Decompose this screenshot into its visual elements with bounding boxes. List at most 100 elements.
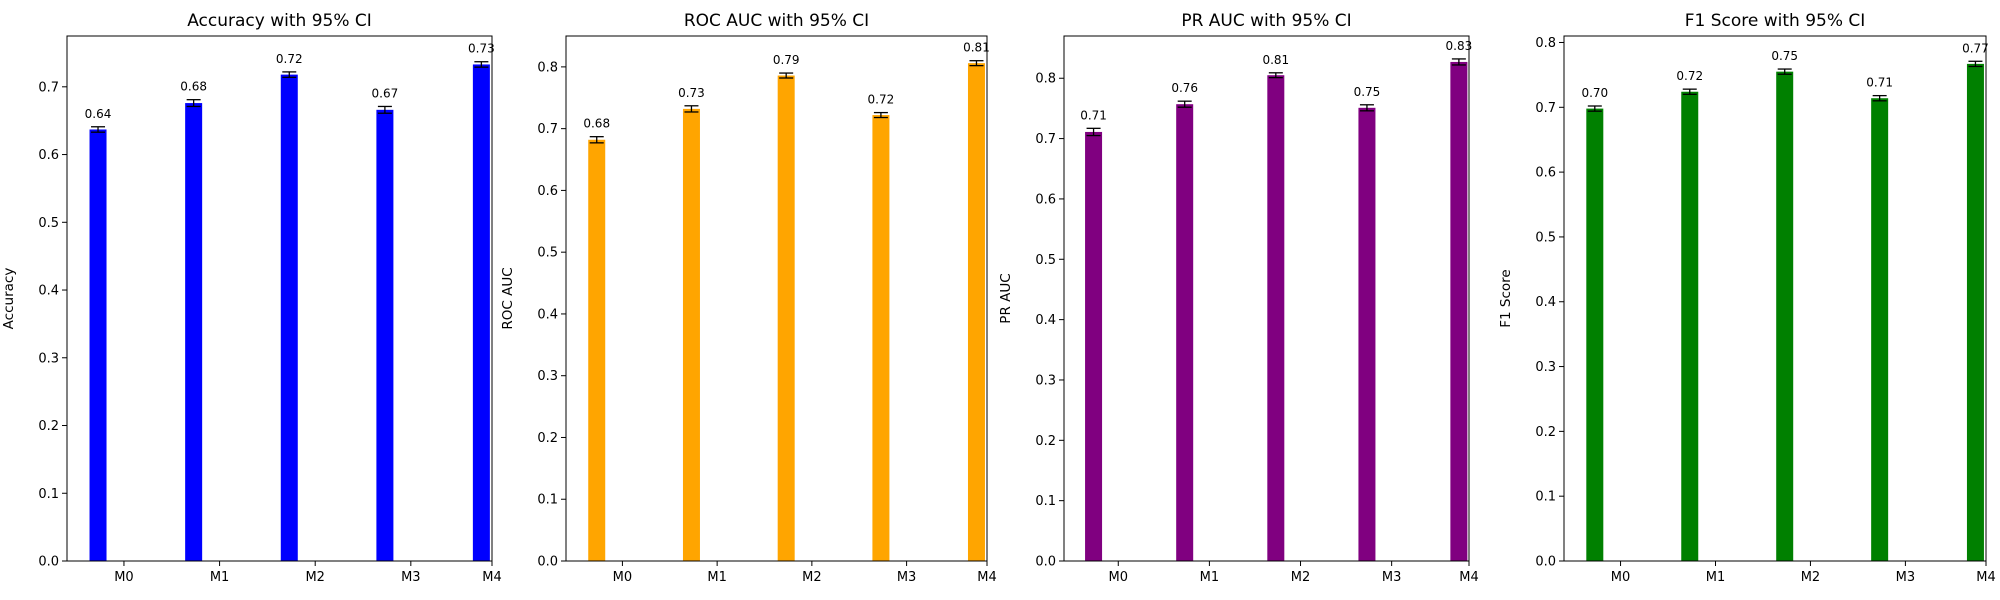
y-tick-label: 0.6 bbox=[1535, 166, 1556, 181]
y-tick-label: 0.4 bbox=[1035, 313, 1056, 328]
y-tick-label: 0.6 bbox=[38, 148, 59, 163]
x-tick-label: M1 bbox=[1706, 570, 1726, 585]
axes-frame bbox=[565, 35, 988, 562]
data-label: 0.71 bbox=[1866, 76, 1893, 90]
bar bbox=[1358, 107, 1376, 561]
bar bbox=[185, 103, 203, 561]
data-label: 0.81 bbox=[963, 41, 990, 55]
x-tick-label: M3 bbox=[401, 570, 421, 585]
y-tick-label: 0.0 bbox=[1035, 555, 1056, 570]
y-tick-label: 0.2 bbox=[1035, 434, 1056, 449]
data-label: 0.75 bbox=[1771, 49, 1798, 63]
y-tick-label: 0.5 bbox=[537, 246, 558, 261]
axes-frame bbox=[1563, 35, 1987, 562]
data-label: 0.70 bbox=[1581, 86, 1608, 100]
y-tick-label: 0.7 bbox=[537, 122, 558, 137]
y-tick-label: 0.2 bbox=[1535, 425, 1556, 440]
x-tick-label: M2 bbox=[802, 570, 822, 585]
x-tick-label: M1 bbox=[210, 570, 230, 585]
x-tick-label: M1 bbox=[707, 570, 727, 585]
bar bbox=[1776, 71, 1794, 562]
y-tick-label: 0.1 bbox=[38, 487, 59, 502]
bar bbox=[1681, 91, 1699, 562]
y-axis-label: ROC AUC bbox=[500, 267, 516, 329]
data-label: 0.72 bbox=[1676, 69, 1703, 83]
y-tick-label: 0.5 bbox=[38, 216, 59, 231]
x-tick-label: M0 bbox=[1109, 570, 1129, 585]
chart-title: F1 Score with 95% CI bbox=[1685, 11, 1866, 31]
y-tick-label: 0.7 bbox=[1035, 132, 1056, 147]
bar bbox=[1871, 98, 1889, 561]
bar bbox=[1267, 75, 1285, 562]
y-tick-label: 0.2 bbox=[537, 431, 558, 446]
y-tick-label: 0.1 bbox=[537, 493, 558, 508]
y-tick-label: 0.1 bbox=[1535, 490, 1556, 505]
bar bbox=[472, 64, 490, 562]
y-tick-label: 0.6 bbox=[1035, 192, 1056, 207]
y-tick-label: 0.0 bbox=[38, 555, 59, 570]
y-tick-label: 0.5 bbox=[1535, 230, 1556, 245]
y-tick-label: 0.7 bbox=[1535, 101, 1556, 116]
y-axis-label: PR AUC bbox=[998, 273, 1014, 323]
data-label: 0.73 bbox=[678, 86, 705, 100]
bar bbox=[588, 139, 606, 561]
data-label: 0.68 bbox=[180, 80, 207, 94]
x-tick-label: M2 bbox=[305, 570, 325, 585]
x-tick-label: M0 bbox=[613, 570, 633, 585]
y-tick-label: 0.0 bbox=[537, 555, 558, 570]
bar bbox=[682, 108, 700, 561]
data-label: 0.75 bbox=[1354, 85, 1381, 99]
data-label: 0.68 bbox=[583, 117, 610, 131]
y-tick-label: 0.7 bbox=[38, 80, 59, 95]
y-tick-label: 0.3 bbox=[38, 351, 59, 366]
axes-frame bbox=[1063, 35, 1470, 562]
x-tick-label: M1 bbox=[1200, 570, 1220, 585]
x-tick-label: M4 bbox=[482, 570, 502, 585]
bar bbox=[376, 109, 394, 561]
y-tick-label: 0.4 bbox=[537, 307, 558, 322]
y-tick-label: 0.2 bbox=[38, 419, 59, 434]
chart-title: Accuracy with 95% CI bbox=[187, 11, 372, 31]
data-label: 0.73 bbox=[468, 42, 495, 56]
y-axis-label: Accuracy bbox=[1, 268, 17, 330]
data-label: 0.64 bbox=[85, 107, 112, 121]
y-tick-label: 0.3 bbox=[1035, 373, 1056, 388]
y-tick-label: 0.8 bbox=[1535, 36, 1556, 51]
bar bbox=[1586, 108, 1604, 561]
y-tick-label: 0.3 bbox=[537, 369, 558, 384]
y-tick-label: 0.1 bbox=[1035, 494, 1056, 509]
data-label: 0.83 bbox=[1446, 39, 1473, 53]
x-tick-label: M4 bbox=[977, 570, 997, 585]
data-label: 0.81 bbox=[1262, 53, 1289, 67]
chart-title: PR AUC with 95% CI bbox=[1181, 11, 1351, 31]
x-tick-label: M4 bbox=[1976, 570, 1996, 585]
chart-title: ROC AUC with 95% CI bbox=[684, 11, 869, 31]
bar bbox=[872, 115, 890, 561]
y-tick-label: 0.6 bbox=[537, 184, 558, 199]
x-tick-label: M3 bbox=[1896, 570, 1916, 585]
x-tick-label: M2 bbox=[1291, 570, 1311, 585]
bar bbox=[1966, 63, 1984, 562]
data-label: 0.72 bbox=[276, 52, 303, 66]
y-tick-label: 0.5 bbox=[1035, 253, 1056, 268]
bar bbox=[1450, 61, 1468, 562]
bar bbox=[777, 75, 795, 561]
data-label: 0.72 bbox=[868, 93, 895, 107]
y-axis-label: F1 Score bbox=[1498, 269, 1514, 327]
y-tick-label: 0.8 bbox=[537, 60, 558, 75]
data-label: 0.76 bbox=[1171, 81, 1198, 95]
x-tick-label: M0 bbox=[1611, 570, 1631, 585]
y-tick-label: 0.8 bbox=[1035, 72, 1056, 87]
data-label: 0.67 bbox=[372, 86, 399, 100]
y-tick-label: 0.4 bbox=[38, 284, 59, 299]
axes-frame bbox=[66, 35, 493, 562]
y-tick-label: 0.3 bbox=[1535, 360, 1556, 375]
bar bbox=[280, 74, 298, 561]
x-tick-label: M3 bbox=[1382, 570, 1402, 585]
bar bbox=[967, 63, 985, 561]
y-tick-label: 0.4 bbox=[1535, 295, 1556, 310]
x-tick-label: M2 bbox=[1801, 570, 1821, 585]
y-tick-label: 0.0 bbox=[1535, 555, 1556, 570]
data-label: 0.71 bbox=[1080, 108, 1107, 122]
